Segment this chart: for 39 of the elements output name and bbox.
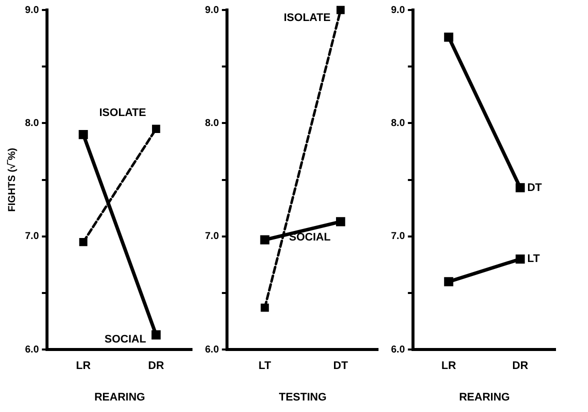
series-label: ISOLATE bbox=[99, 106, 146, 119]
series-label: DT bbox=[527, 182, 542, 194]
point bbox=[260, 235, 270, 244]
y-tick-label: 6.0 bbox=[204, 344, 220, 356]
x-tick-label: DR bbox=[148, 360, 164, 372]
y-axis-title: FIGHTS (√‾%) bbox=[6, 148, 18, 212]
x-tick-label: LR bbox=[76, 360, 91, 372]
point bbox=[444, 32, 454, 42]
point bbox=[336, 6, 345, 14]
y-tick-label: 8.0 bbox=[390, 118, 406, 129]
y-tick-label: 9.0 bbox=[390, 4, 406, 16]
point bbox=[516, 183, 525, 192]
x-tick-label: LT bbox=[258, 360, 272, 372]
y-tick-label: 8.0 bbox=[24, 118, 40, 129]
point bbox=[79, 238, 88, 246]
point bbox=[516, 254, 525, 264]
x-axis-title: TESTING bbox=[278, 391, 327, 404]
x-tick-label: DR bbox=[512, 360, 528, 372]
y-tick-label: 9.0 bbox=[204, 4, 220, 16]
y-tick-label: 6.0 bbox=[24, 344, 40, 356]
y-tick-label: 8.0 bbox=[204, 118, 220, 129]
x-axis-title: REARING bbox=[94, 391, 146, 404]
y-tick-label: 7.0 bbox=[204, 231, 220, 242]
x-tick-label: LR bbox=[441, 360, 456, 372]
series-label: ISOLATE bbox=[284, 12, 331, 24]
point bbox=[152, 330, 161, 340]
point bbox=[444, 277, 454, 286]
x-tick-label: DT bbox=[333, 360, 348, 372]
y-tick-label: 6.0 bbox=[390, 344, 406, 356]
x-axis-title: REARING bbox=[459, 391, 510, 404]
y-tick-label: 7.0 bbox=[390, 231, 406, 242]
point bbox=[260, 304, 269, 312]
y-tick-label: 9.0 bbox=[24, 4, 40, 16]
point bbox=[78, 130, 88, 140]
series-label: SOCIAL bbox=[104, 334, 146, 346]
y-tick-label: 7.0 bbox=[24, 231, 40, 242]
series-label: LT bbox=[527, 253, 540, 266]
point bbox=[152, 124, 160, 133]
point bbox=[336, 217, 346, 226]
